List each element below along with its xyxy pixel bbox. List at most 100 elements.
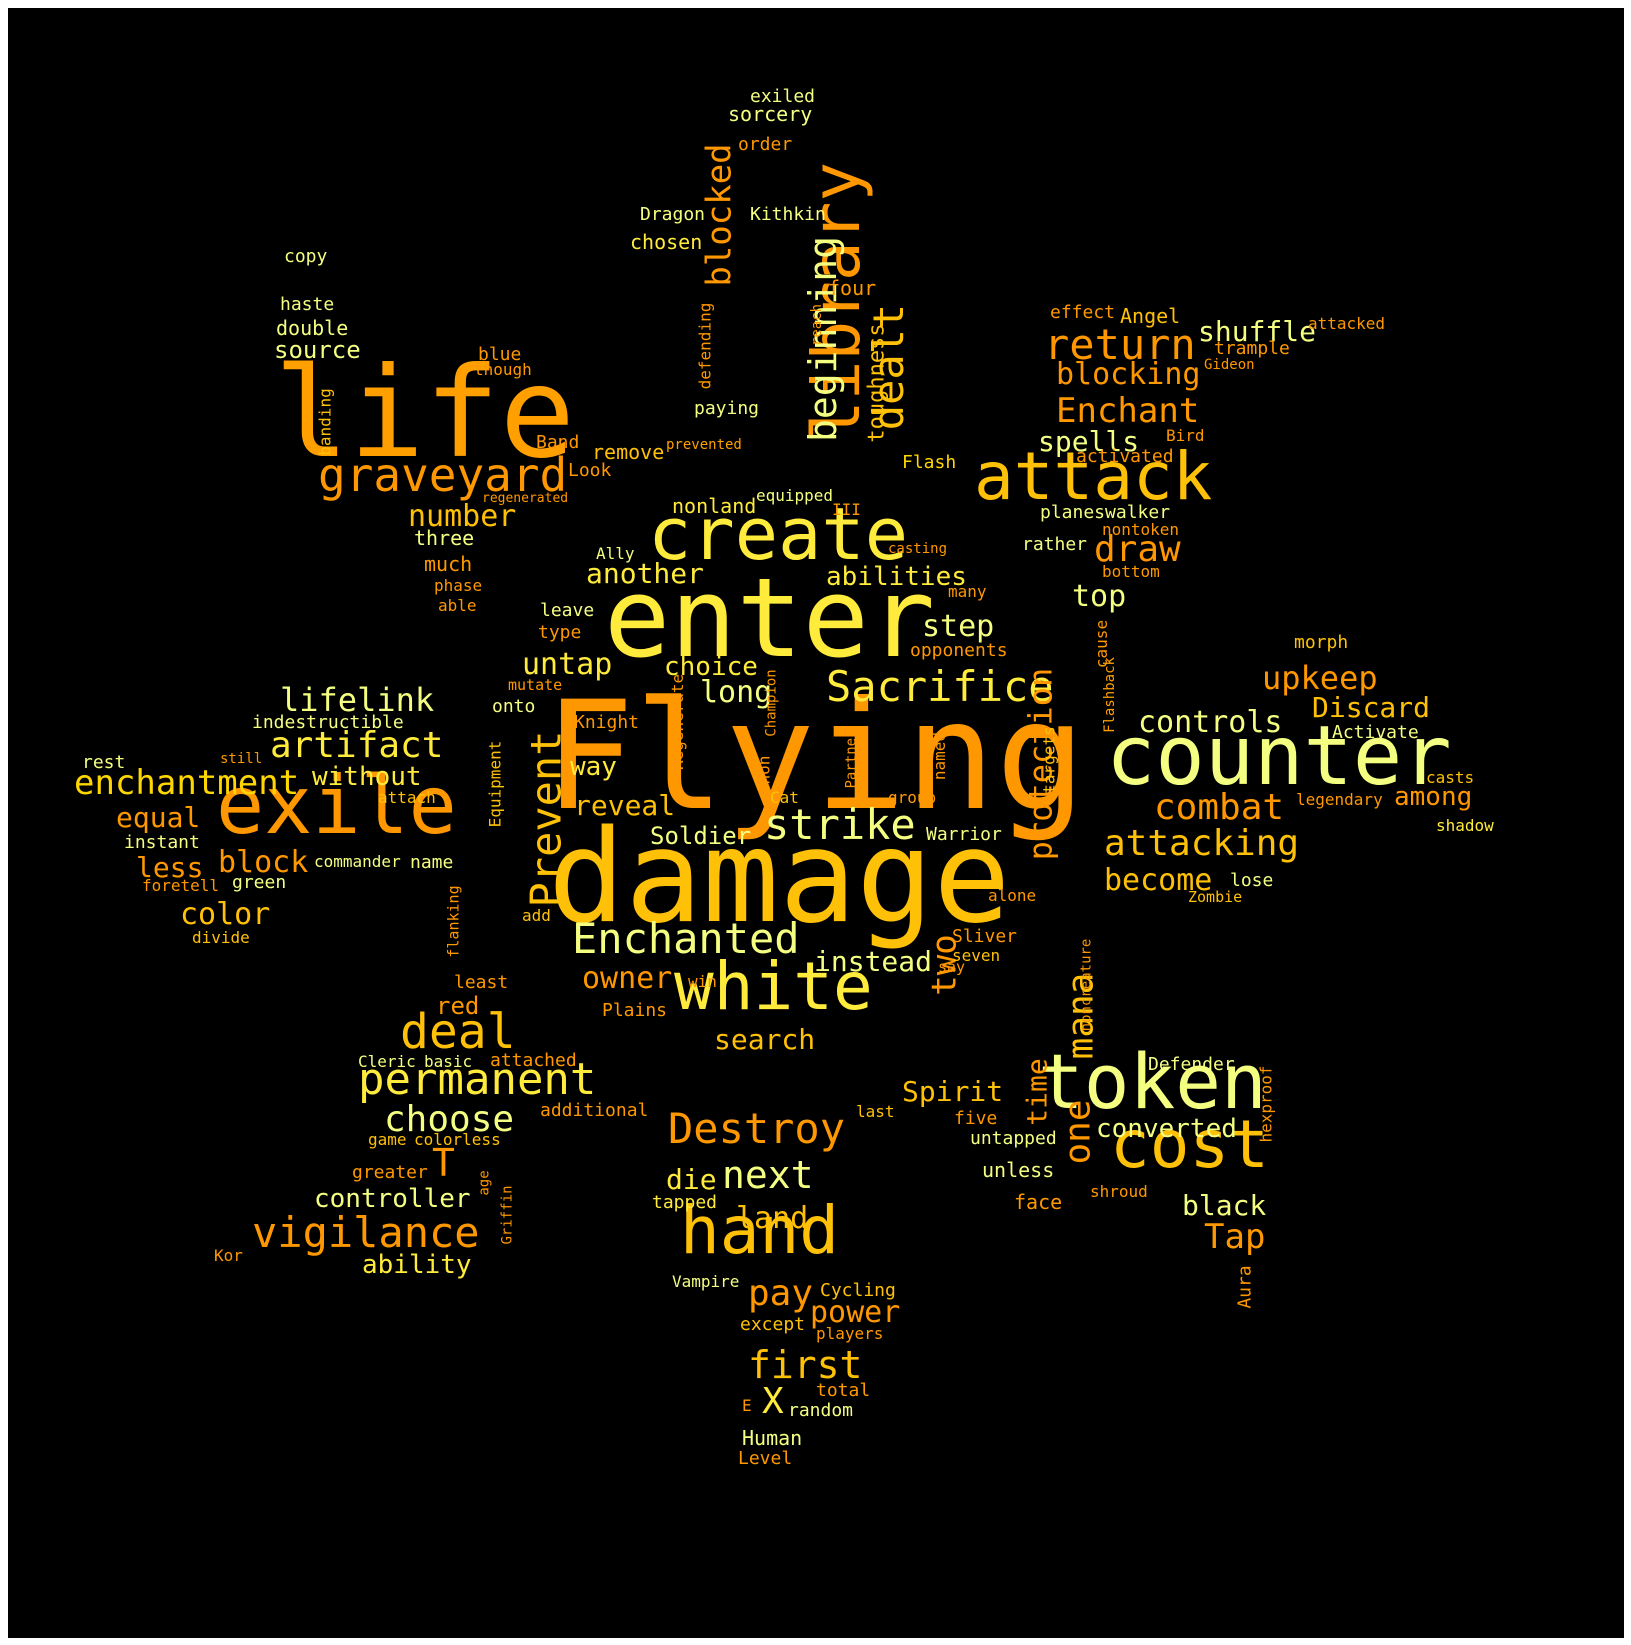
word: Human <box>742 1426 803 1450</box>
word: counter <box>1106 709 1452 804</box>
word: choose <box>384 1099 515 1140</box>
word: Sacrifice <box>826 662 1054 711</box>
word: Kithkin <box>750 204 826 225</box>
word: reveal <box>574 789 676 822</box>
word: life <box>274 341 576 486</box>
word: E <box>742 1396 752 1415</box>
word: casts <box>1426 768 1475 787</box>
word: Defender <box>1148 1054 1235 1075</box>
word: instead <box>814 945 933 978</box>
word: additional <box>540 1100 649 1121</box>
word: Cycling <box>820 1280 896 1301</box>
word: rest <box>82 752 126 773</box>
word: foretell <box>142 876 220 895</box>
word: spells <box>1038 425 1140 458</box>
word: damage <box>548 803 1011 952</box>
word: Cat <box>770 788 799 807</box>
word: Partner <box>843 729 860 789</box>
word: Griffin <box>499 1185 516 1245</box>
word: unless <box>982 1158 1055 1182</box>
word: remove <box>592 440 665 464</box>
word: another <box>586 557 705 590</box>
word: nontoken <box>1102 520 1180 539</box>
word: T <box>432 1141 455 1185</box>
word: Angel <box>1120 304 1181 328</box>
word: X <box>762 1381 784 1422</box>
word: time <box>1020 1058 1054 1126</box>
word: name <box>410 852 454 873</box>
word: Prevent <box>521 730 571 908</box>
word: tapped <box>652 1192 718 1213</box>
word: chosen <box>630 230 703 254</box>
word: controller <box>314 1184 471 1214</box>
word: win <box>688 972 717 991</box>
word: planeswalker <box>1040 502 1171 523</box>
word: except <box>740 1314 806 1335</box>
word: phase <box>434 576 483 595</box>
word: divide <box>192 928 250 947</box>
word: players <box>816 1324 884 1343</box>
word: last <box>856 1102 895 1121</box>
word: trample <box>1214 338 1290 359</box>
word: power <box>810 1295 901 1330</box>
word: lose <box>1230 870 1274 891</box>
word: equipped <box>756 486 834 505</box>
word: reach <box>809 303 826 347</box>
word: upkeep <box>1262 659 1378 697</box>
word: legendary <box>1296 790 1383 809</box>
word: Level <box>738 1448 793 1469</box>
word: attacked <box>1308 314 1386 333</box>
word: attached <box>490 1050 577 1071</box>
word: top <box>1072 579 1127 614</box>
word: untapped <box>970 1128 1057 1149</box>
word: source <box>274 336 361 364</box>
word: deal <box>400 1004 516 1060</box>
word: one <box>1057 1099 1099 1165</box>
word: color <box>180 897 271 932</box>
word: flanking <box>444 885 463 958</box>
word: haste <box>280 294 335 315</box>
word: controls <box>1138 705 1283 740</box>
word: Flashback <box>1101 657 1118 733</box>
word: Vampire <box>672 1272 740 1291</box>
word: group <box>888 788 937 807</box>
word: paying <box>694 398 760 419</box>
word: type <box>538 622 582 643</box>
word: token <box>1038 1037 1267 1126</box>
word: Soldier <box>650 822 752 850</box>
word: four <box>828 276 877 300</box>
word: add <box>522 906 551 925</box>
word: block <box>218 845 309 880</box>
word: toughness <box>864 323 890 443</box>
word: Ally <box>596 544 635 563</box>
word: Regenerate <box>668 673 688 771</box>
word: Destroy <box>668 1104 846 1153</box>
word: converted <box>1096 1114 1237 1144</box>
word: way <box>570 752 617 782</box>
word: green <box>232 872 287 893</box>
word: order <box>738 134 793 155</box>
word: age <box>476 1170 493 1196</box>
word: double <box>276 316 349 340</box>
word: enter <box>604 554 936 682</box>
word: create <box>648 492 909 576</box>
word: shadow <box>1436 816 1494 835</box>
word: ability <box>362 1250 472 1280</box>
word: Champion <box>763 669 780 737</box>
word-cloud: Flying damage enter counter life token c… <box>8 8 1624 1638</box>
word: non <box>754 755 774 785</box>
word: attach <box>378 788 436 807</box>
word: shroud <box>1090 1182 1148 1201</box>
word: colorless <box>414 1130 501 1149</box>
word: exile <box>216 759 457 852</box>
word: number <box>408 499 517 534</box>
word: mutate <box>508 676 563 694</box>
word: rather <box>1022 534 1088 555</box>
word: Sliver <box>952 926 1018 947</box>
word: exiled <box>750 86 816 107</box>
word: equal <box>116 801 201 834</box>
word: vigilance <box>252 1208 480 1257</box>
word: black <box>1182 1189 1267 1222</box>
word: casting <box>888 541 948 557</box>
word: combat <box>1154 787 1285 828</box>
